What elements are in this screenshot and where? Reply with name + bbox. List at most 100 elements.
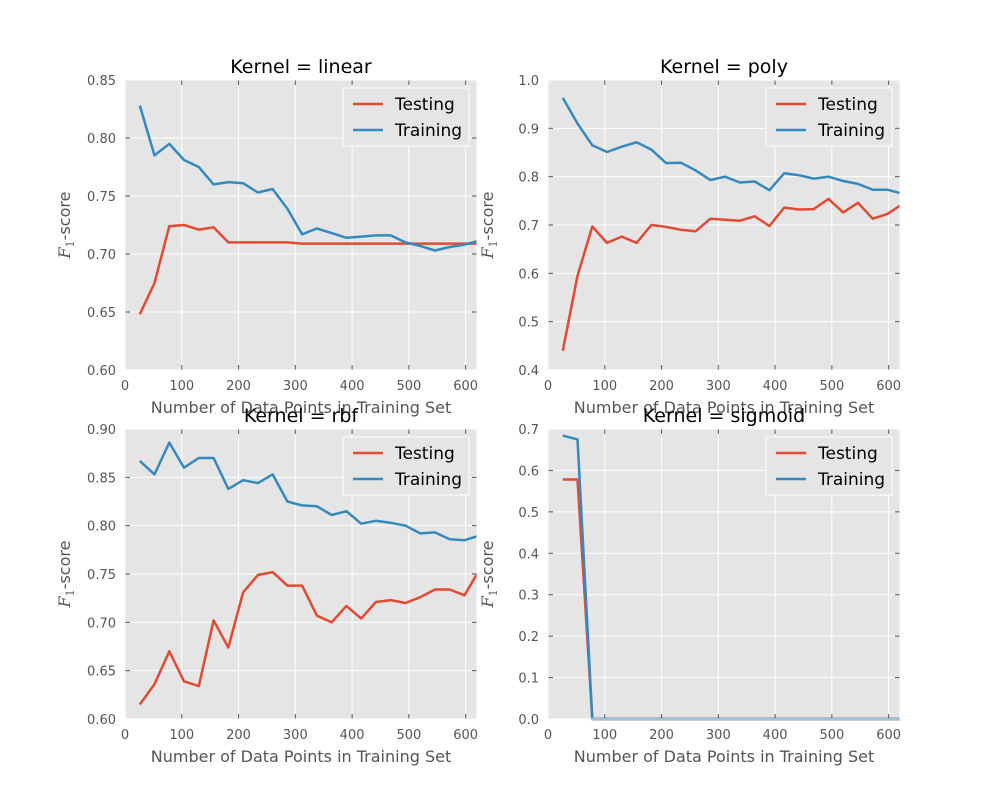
x-axis-label: Number of Data Points in Training Set — [151, 398, 451, 417]
legend-label-testing: Testing — [817, 95, 878, 115]
y-tick-label: 0.75 — [87, 190, 116, 205]
legend-box — [342, 87, 470, 147]
series-line-training — [138, 105, 478, 252]
x-axis-label: Number of Data Points in Training Set — [574, 398, 874, 417]
legend: Testing Training — [342, 436, 470, 496]
series-line-testing — [561, 197, 901, 351]
x-tick-label: 600 — [876, 379, 901, 394]
plot-frame — [124, 428, 478, 720]
y-tick-label: 0.8 — [518, 171, 539, 186]
y-axis-label-subscript: 1 — [487, 240, 500, 247]
y-axis-label-subscript: 1 — [64, 589, 77, 596]
y-axis-label: F1-score — [478, 541, 500, 609]
x-axis-label: Number of Data Points in Training Set — [151, 747, 451, 766]
legend-box — [342, 436, 470, 496]
x-tick-label: 200 — [226, 728, 251, 743]
x-tick-label: 0 — [544, 728, 552, 743]
y-axis-label: F1-score — [55, 541, 77, 609]
x-tick-label: 200 — [649, 379, 674, 394]
x-tick-label: 100 — [169, 728, 194, 743]
legend: Testing Training — [765, 87, 893, 147]
x-tick-label: 300 — [283, 728, 308, 743]
legend-box — [765, 87, 893, 147]
x-tick-label: 500 — [396, 728, 421, 743]
y-tick-label: 0.7 — [518, 219, 539, 234]
y-tick-label: 0.65 — [87, 665, 116, 680]
y-axis-label-subscript: 1 — [64, 240, 77, 247]
x-tick-label: 400 — [340, 379, 365, 394]
y-tick-label: 0.6 — [518, 464, 539, 479]
legend-box — [765, 436, 893, 496]
x-tick-label: 400 — [763, 379, 788, 394]
y-axis-label-subscript: 1 — [487, 589, 500, 596]
y-tick-label: 0.9 — [518, 122, 539, 137]
y-tick-label: 0.6 — [518, 267, 539, 282]
subplot-3: 0 100 200 300 400 500 600 0.0 0.1 0.2 0.3 0.4 0.5 0.6… — [478, 405, 901, 766]
chart-title: Kernel = sigmoid — [643, 405, 805, 427]
legend-label-training: Training — [394, 470, 462, 490]
series-line-testing — [138, 223, 477, 315]
y-axis-label-symbol: F — [478, 246, 497, 259]
x-tick-label: 100 — [592, 728, 617, 743]
y-tick-label: 0.65 — [87, 306, 116, 321]
y-tick-label: 0.0 — [518, 713, 539, 728]
x-tick-label: 400 — [340, 728, 365, 743]
x-tick-label: 600 — [453, 728, 478, 743]
legend-label-testing: Testing — [394, 444, 455, 464]
series-line-testing — [138, 570, 479, 706]
chart-title: Kernel = rbf — [244, 405, 360, 427]
y-tick-label: 0.75 — [87, 568, 116, 583]
y-tick-label: 0.3 — [518, 589, 539, 604]
chart-title: Kernel = linear — [230, 56, 372, 78]
x-tick-label: 400 — [763, 728, 788, 743]
plot-frame — [124, 79, 478, 371]
y-tick-label: 0.85 — [87, 74, 116, 89]
y-tick-label: 0.4 — [518, 364, 539, 379]
chart-title: Kernel = poly — [660, 56, 788, 78]
x-tick-label: 600 — [453, 379, 478, 394]
y-axis-label-suffix: -score — [478, 541, 497, 590]
y-tick-label: 1.0 — [518, 74, 539, 89]
x-tick-label: 300 — [283, 379, 308, 394]
y-tick-label: 0.70 — [87, 248, 116, 263]
plot-frame — [547, 428, 901, 720]
y-axis-label: F1-score — [478, 192, 500, 260]
legend-label-training: Training — [394, 121, 462, 141]
y-axis-label-symbol: F — [55, 246, 74, 259]
subplot-0: 0 100 200 300 400 500 600 0.60 0.65 0.70 0.75 0.80 0… — [55, 56, 478, 417]
x-tick-label: 500 — [819, 728, 844, 743]
x-tick-label: 600 — [876, 728, 901, 743]
legend: Testing Training — [342, 87, 470, 147]
y-tick-label: 0.60 — [87, 364, 116, 379]
y-axis-label-suffix: -score — [55, 541, 74, 590]
x-tick-label: 0 — [121, 728, 129, 743]
y-tick-label: 0.80 — [87, 520, 116, 535]
legend-label-testing: Testing — [394, 95, 455, 115]
y-tick-label: 0.70 — [87, 616, 116, 631]
subplot-1: 0 100 200 300 400 500 600 0.4 0.5 0.6 0.7 0.8 0.9 1.0… — [478, 56, 901, 417]
x-axis-label: Number of Data Points in Training Set — [574, 747, 874, 766]
y-tick-label: 0.2 — [518, 630, 539, 645]
y-tick-label: 0.4 — [518, 547, 539, 562]
x-tick-label: 0 — [121, 379, 129, 394]
y-tick-label: 0.7 — [518, 423, 539, 438]
y-tick-label: 0.90 — [87, 423, 116, 438]
subplot-2: 0 100 200 300 400 500 600 0.60 0.65 0.70 0.75 0.80 0… — [55, 405, 479, 766]
legend: Testing Training — [765, 436, 893, 496]
x-tick-label: 300 — [706, 728, 731, 743]
y-axis-label-suffix: -score — [55, 192, 74, 241]
y-axis-label-suffix: -score — [478, 192, 497, 241]
y-axis-label-symbol: F — [478, 595, 497, 608]
x-tick-label: 200 — [649, 728, 674, 743]
series-line-training — [138, 441, 478, 542]
x-tick-label: 100 — [169, 379, 194, 394]
y-tick-label: 0.5 — [518, 316, 539, 331]
series-line-training — [561, 97, 901, 195]
x-tick-label: 0 — [544, 379, 552, 394]
plot-frame — [547, 79, 901, 371]
y-tick-label: 0.1 — [518, 672, 539, 687]
x-tick-label: 500 — [396, 379, 421, 394]
y-tick-label: 0.5 — [518, 506, 539, 521]
y-tick-label: 0.85 — [87, 471, 116, 486]
